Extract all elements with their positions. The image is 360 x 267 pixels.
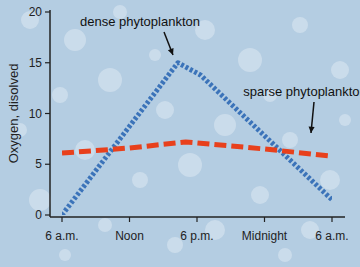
y-tick bbox=[45, 214, 50, 215]
decor-bubble bbox=[98, 68, 122, 92]
decor-bubble bbox=[64, 29, 86, 51]
decor-bubble bbox=[331, 61, 349, 79]
x-tick bbox=[61, 217, 62, 222]
y-tick-label: 15 bbox=[29, 56, 43, 70]
y-tick bbox=[45, 164, 50, 165]
decor-bubble bbox=[149, 49, 161, 61]
annotation-arrow bbox=[164, 32, 173, 55]
x-tick-label: 6 a.m. bbox=[45, 229, 78, 243]
decor-bubble bbox=[178, 153, 202, 177]
decor-bubble bbox=[52, 87, 68, 103]
decor-bubble bbox=[282, 132, 298, 148]
x-tick bbox=[264, 217, 265, 222]
y-tick-label: 20 bbox=[29, 5, 43, 19]
background bbox=[0, 0, 360, 267]
y-tick-label: 10 bbox=[29, 107, 43, 121]
y-tick-label: 5 bbox=[35, 157, 42, 171]
annotation-arrowhead bbox=[309, 126, 315, 133]
decor-bubble bbox=[292, 17, 308, 33]
decor-bubble bbox=[156, 101, 174, 119]
decor-bubble bbox=[251, 186, 269, 204]
series-line bbox=[62, 142, 332, 156]
y-tick bbox=[45, 113, 50, 114]
decor-bubble bbox=[320, 170, 340, 190]
y-tick bbox=[45, 62, 50, 63]
chart-container: 0 5 10 15 20 6 a.m. Noon 6 p.m. Midnight 6 a.m. Ox… bbox=[0, 0, 360, 267]
y-tick-label: 0 bbox=[35, 208, 42, 222]
decor-bubble bbox=[59, 249, 71, 261]
decor-bubble bbox=[132, 172, 148, 188]
y-tick bbox=[45, 11, 50, 12]
x-tick bbox=[129, 217, 130, 222]
x-tick-label: 6 p.m. bbox=[180, 229, 213, 243]
chart-svg: 0 5 10 15 20 6 a.m. Noon 6 p.m. Midnight 6 a.m. Ox… bbox=[0, 0, 360, 267]
x-tick-label: Noon bbox=[115, 229, 144, 243]
x-tick bbox=[331, 217, 332, 222]
decor-bubble bbox=[98, 218, 112, 232]
x-tick-label: 6 a.m. bbox=[315, 229, 348, 243]
series-label: dense phytoplankton bbox=[80, 14, 200, 29]
decor-bubble bbox=[214, 114, 236, 136]
annotation-arrowhead bbox=[168, 48, 174, 55]
decor-bubble bbox=[278, 248, 292, 262]
axes: 0 5 10 15 20 6 a.m. Noon 6 p.m. Midnight 6 a.m. bbox=[29, 5, 349, 243]
decor-bubble bbox=[339, 114, 351, 126]
annotations: dense phytoplankton sparse phytoplankton bbox=[80, 14, 360, 133]
series-label: sparse phytoplankton bbox=[243, 84, 360, 99]
y-axis-label: Oxygen, disolved bbox=[6, 64, 21, 164]
decor-bubble bbox=[238, 48, 262, 72]
x-tick-label: Midnight bbox=[242, 229, 288, 243]
x-tick bbox=[196, 217, 197, 222]
